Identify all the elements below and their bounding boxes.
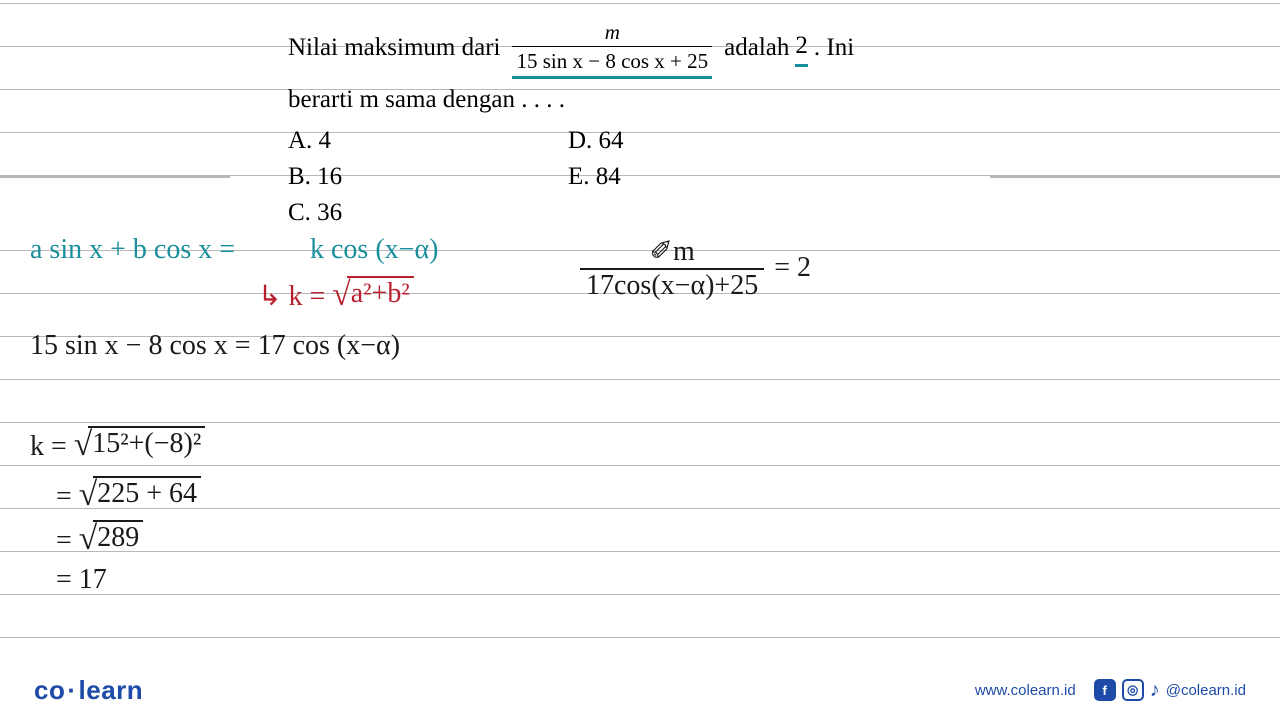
hw-calc3: = √ 289 — [56, 520, 143, 558]
footer-right: www.colearn.id f ◎ ♪ @colearn.id — [975, 679, 1246, 702]
hw-calc3-body: 289 — [93, 520, 143, 554]
hw-line2: 15 sin x − 8 cos x = 17 cos (x−α) — [30, 330, 400, 362]
social-handle[interactable]: @colearn.id — [1166, 682, 1246, 699]
hw-calc2-eq: = — [56, 481, 72, 512]
tiktok-icon[interactable]: ♪ — [1150, 679, 1160, 702]
hw-rhs-equation: ✐m 17cos(x−α)+25 = 2 — [580, 234, 811, 302]
social-icons: f ◎ ♪ @colearn.id — [1094, 679, 1246, 702]
fraction-denominator: 15 sin x − 8 cos x + 25 — [512, 46, 712, 78]
hw-rhs-eq: = 2 — [774, 252, 811, 284]
option-D: D. 64 — [568, 124, 848, 158]
hw-formula-lhs: a sin x + b cos x = — [30, 234, 235, 266]
hw-calc3-eq: = — [56, 525, 72, 556]
hw-calc2: = √ 225 + 64 — [56, 476, 201, 514]
option-E: E. 84 — [568, 160, 848, 194]
hw-rhs-den: 17cos(x−α)+25 — [580, 268, 764, 302]
footer: co·learn www.colearn.id f ◎ ♪ @colearn.i… — [0, 660, 1280, 720]
question-mid: adalah — [724, 31, 789, 65]
hw-calc1-lhs: k = — [30, 431, 67, 462]
question-tail: . Ini — [814, 31, 854, 65]
hw-k-sqrt-body: a²+b² — [347, 276, 414, 310]
question-line-1: Nilai maksimum dari m 15 sin x − 8 cos x… — [288, 18, 1068, 79]
option-B: B. 16 — [288, 160, 568, 194]
hw-calc1: k = √ 15²+(−8)² — [30, 426, 205, 464]
options-grid: A. 4 D. 64 B. 16 E. 84 C. 36 — [288, 124, 1068, 229]
hw-formula-rhs: k cos (x−α) — [310, 234, 438, 266]
hw-calc3-sqrt: √ 289 — [79, 520, 143, 558]
divider-left — [0, 176, 230, 178]
logo-dot: · — [67, 675, 76, 705]
hw-arrow: ↳ — [258, 281, 281, 312]
facebook-icon[interactable]: f — [1094, 679, 1116, 701]
question-value: 2 — [795, 29, 808, 67]
fraction-numerator: m — [601, 18, 624, 46]
hw-rhs-num: ✐m — [643, 234, 700, 268]
logo-learn: learn — [79, 675, 144, 705]
logo: co·learn — [34, 675, 143, 706]
hw-calc2-sqrt: √ 225 + 64 — [79, 476, 201, 514]
instagram-icon[interactable]: ◎ — [1122, 679, 1144, 701]
question-fraction: m 15 sin x − 8 cos x + 25 — [512, 18, 712, 79]
option-C: C. 36 — [288, 196, 568, 230]
footer-url[interactable]: www.colearn.id — [975, 682, 1076, 699]
hw-calc4: = 17 — [56, 564, 107, 596]
hw-calc1-body: 15²+(−8)² — [88, 426, 205, 460]
hw-rhs-fraction: ✐m 17cos(x−α)+25 — [580, 234, 764, 302]
question-block: Nilai maksimum dari m 15 sin x − 8 cos x… — [288, 18, 1068, 230]
hw-calc1-sqrt: √ 15²+(−8)² — [74, 426, 205, 464]
option-A: A. 4 — [288, 124, 568, 158]
logo-co: co — [34, 675, 65, 705]
question-line-2: berarti m sama dengan . . . . — [288, 83, 1068, 117]
hw-calc2-body: 225 + 64 — [93, 476, 201, 510]
hw-k-sqrt: √ a²+b² — [332, 276, 413, 314]
hw-k-eq: k = — [288, 281, 325, 312]
question-lead: Nilai maksimum dari — [288, 31, 500, 65]
hw-k-formula: ↳ k = √ a²+b² — [258, 276, 414, 314]
